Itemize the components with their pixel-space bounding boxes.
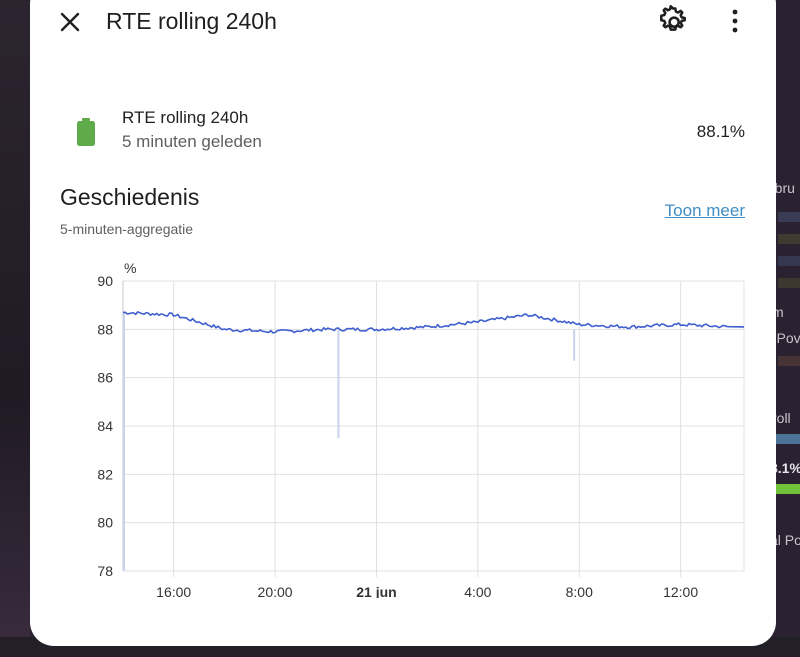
history-chart: 90 88 86 84 82 80 78% 16:00 20:00 21 jun 4:00 8:00 1… (60, 258, 750, 598)
background-text: 8.1% (770, 460, 800, 476)
y-tick-label: 78 (97, 563, 113, 579)
background-bar (776, 434, 800, 444)
gear-icon (660, 4, 686, 31)
y-tick-label: 86 (97, 370, 113, 386)
show-more-link[interactable]: Toon meer (664, 201, 745, 220)
background-text: roll (772, 410, 791, 426)
y-axis-unit-label: % (124, 260, 136, 276)
x-tick-label: 20:00 (258, 584, 293, 598)
y-tick-label: 88 (97, 321, 113, 337)
close-button[interactable] (54, 6, 86, 38)
x-tick-label: 16:00 (156, 584, 191, 598)
background-text: al Po (770, 532, 800, 548)
y-tick-label: 84 (97, 418, 113, 434)
background-panel-left (0, 0, 30, 657)
background-text: m (772, 304, 784, 320)
background-text: rbru (770, 180, 795, 196)
entity-state-row: RTE rolling 240h 5 minuten geleden 88.1% (30, 100, 776, 160)
background-bar (778, 234, 800, 244)
more-vertical-icon (732, 9, 738, 33)
history-subtitle: 5-minuten-aggregatie (60, 221, 194, 237)
x-tick-label: 21 jun (356, 584, 396, 598)
background-panel-right (774, 0, 800, 657)
background-text: r Pov (768, 330, 800, 346)
more-info-dialog: RTE rolling 240h RTE rolling 240h 5 minu… (30, 0, 776, 646)
background-bar (778, 256, 800, 266)
entity-last-changed: 5 minuten geleden (122, 132, 262, 151)
dialog-title: RTE rolling 240h (106, 8, 277, 34)
background-bar (776, 484, 800, 494)
more-options-button[interactable] (720, 4, 750, 38)
y-tick-label: 82 (97, 466, 113, 482)
x-tick-label: 8:00 (566, 584, 593, 598)
background-bar (778, 356, 800, 366)
x-tick-label: 12:00 (663, 584, 698, 598)
history-chart-svg: 90 88 86 84 82 80 78% 16:00 20:00 21 jun 4:00 8:00 1… (97, 260, 745, 598)
entity-value: 88.1% (696, 122, 745, 141)
entity-name: RTE rolling 240h (122, 108, 249, 127)
close-icon (60, 12, 80, 32)
x-tick-label: 4:00 (464, 584, 491, 598)
background-bar (778, 278, 800, 288)
background-bar (778, 212, 800, 222)
dialog-header: RTE rolling 240h (30, 0, 776, 60)
series-line (122, 311, 745, 334)
history-title: Geschiedenis (60, 184, 200, 210)
y-tick-label: 80 (97, 515, 113, 531)
settings-button[interactable] (656, 4, 690, 38)
y-tick-label: 90 (97, 273, 113, 289)
battery-icon (77, 118, 95, 146)
